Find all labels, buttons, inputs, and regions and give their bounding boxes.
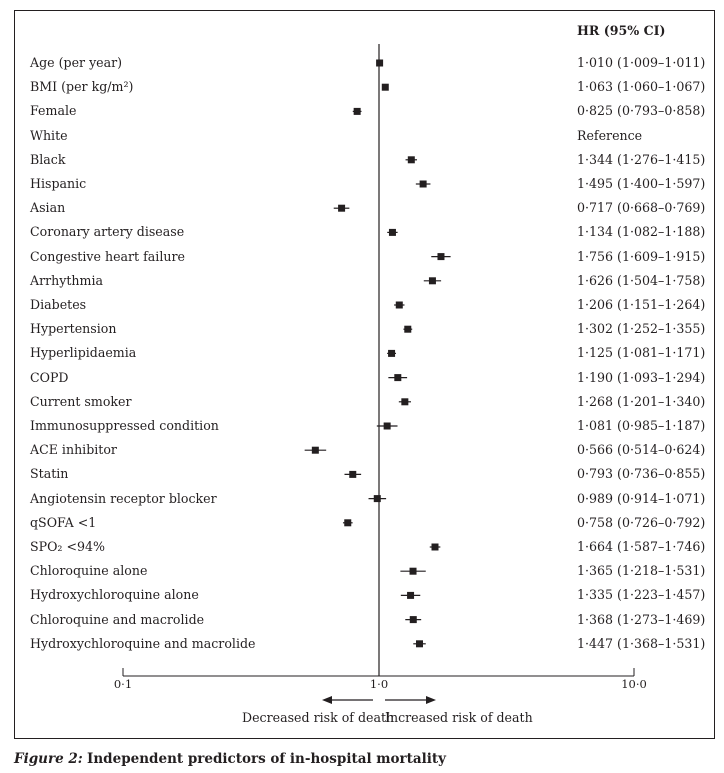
hr-point bbox=[419, 180, 427, 188]
hr-point bbox=[428, 277, 436, 285]
row-hr-text: 1·365 (1·218–1·531) bbox=[577, 563, 706, 579]
row-label: Chloroquine and macrolide bbox=[30, 611, 205, 627]
row-label: Arrhythmia bbox=[30, 272, 104, 288]
row-hr-text: 1·335 (1·223–1·457) bbox=[577, 587, 706, 603]
x-tick-label: 0·1 bbox=[113, 677, 133, 691]
hr-point bbox=[353, 107, 361, 115]
row-label: Hydroxychloroquine alone bbox=[30, 587, 199, 603]
left-arrowhead bbox=[322, 696, 332, 704]
row-label: BMI (per kg/m²) bbox=[30, 79, 134, 95]
row-hr-text: 0·758 (0·726–0·792) bbox=[577, 514, 706, 530]
figure-frame bbox=[14, 10, 715, 739]
hr-point bbox=[376, 59, 384, 67]
row-hr-text: 0·825 (0·793–0·858) bbox=[577, 103, 706, 119]
row-hr-text: 1·010 (1·009–1·011) bbox=[577, 55, 706, 70]
row-hr-text: 1·302 (1·252–1·355) bbox=[577, 321, 706, 337]
row-hr-text: 1·134 (1·082–1·188) bbox=[577, 224, 706, 240]
row-label: Statin bbox=[30, 466, 69, 482]
decreased-risk-label: Decreased risk of death bbox=[242, 710, 395, 725]
row-hr-text: 1·664 (1·587–1·746) bbox=[577, 539, 706, 554]
row-hr-text: 1·268 (1·201–1·340) bbox=[577, 393, 706, 409]
hr-point bbox=[373, 495, 381, 503]
row-hr-text: 1·626 (1·504–1·758) bbox=[577, 272, 706, 288]
row-label: Hyperlipidaemia bbox=[30, 345, 137, 361]
row-label: Coronary artery disease bbox=[30, 224, 185, 240]
hr-point bbox=[404, 325, 412, 333]
row-hr-text: 1·206 (1·151–1·264) bbox=[577, 297, 706, 312]
row-label: COPD bbox=[30, 369, 69, 385]
hr-point bbox=[409, 567, 417, 575]
hr-point bbox=[407, 156, 415, 164]
hr-point bbox=[388, 349, 396, 357]
hr-point bbox=[415, 640, 423, 648]
row-hr-text: 1·344 (1·276–1·415) bbox=[577, 151, 706, 167]
row-hr-text: 1·081 (0·985–1·187) bbox=[577, 418, 706, 433]
row-label: Asian bbox=[30, 200, 66, 216]
row-label: qSOFA <1 bbox=[30, 514, 97, 530]
hr-point bbox=[401, 398, 409, 406]
hr-column-header: HR (95% CI) bbox=[577, 23, 666, 38]
row-hr-text: 0·793 (0·736–0·855) bbox=[577, 466, 706, 482]
row-hr-text: 1·190 (1·093–1·294) bbox=[577, 369, 706, 385]
hr-point bbox=[338, 204, 346, 212]
row-label: White bbox=[30, 127, 68, 143]
figure-caption: Figure 2: Independent predictors of in-h… bbox=[14, 751, 446, 767]
right-arrowhead bbox=[426, 696, 436, 704]
hr-point bbox=[349, 470, 357, 478]
hr-point bbox=[407, 591, 415, 599]
row-label: Diabetes bbox=[30, 297, 87, 312]
row-label: Congestive heart failure bbox=[30, 248, 185, 264]
hr-point bbox=[388, 228, 396, 236]
row-label: ACE inhibitor bbox=[30, 442, 117, 458]
row-label: SPO₂ <94% bbox=[30, 539, 106, 554]
hr-point bbox=[383, 422, 391, 430]
row-label: Hispanic bbox=[30, 176, 87, 191]
row-label: Hydroxychloroquine and macrolide bbox=[30, 635, 256, 651]
hr-point bbox=[437, 253, 445, 261]
row-hr-text: 1·063 (1·060–1·067) bbox=[577, 79, 706, 95]
row-hr-text: 1·447 (1·368–1·531) bbox=[577, 635, 706, 651]
increased-risk-label: Increased risk of death bbox=[385, 710, 533, 725]
row-hr-text: 1·125 (1·081–1·171) bbox=[577, 345, 706, 361]
hr-point bbox=[311, 446, 319, 454]
row-hr-text: 1·368 (1·273–1·469) bbox=[577, 611, 706, 627]
row-label: Age (per year) bbox=[30, 55, 123, 70]
row-label: Current smoker bbox=[30, 393, 132, 409]
row-label: Black bbox=[30, 151, 66, 167]
row-label: Hypertension bbox=[30, 321, 117, 337]
row-label: Female bbox=[30, 103, 77, 119]
row-hr-text: 1·495 (1·400–1·597) bbox=[577, 176, 706, 191]
row-hr-text: 0·989 (0·914–1·071) bbox=[577, 490, 706, 506]
hr-point bbox=[395, 301, 403, 309]
row-hr-text: 0·566 (0·514–0·624) bbox=[577, 442, 706, 458]
figure-label: Figure 2: bbox=[14, 751, 83, 767]
x-tick-label: 10·0 bbox=[621, 677, 647, 691]
row-hr-text: Reference bbox=[577, 127, 643, 143]
hr-point bbox=[394, 374, 402, 382]
hr-point bbox=[381, 83, 389, 91]
row-label: Angiotensin receptor blocker bbox=[30, 490, 217, 506]
figure-title: Independent predictors of in-hospital mo… bbox=[87, 751, 446, 767]
row-hr-text: 0·717 (0·668–0·769) bbox=[577, 200, 706, 216]
hr-point bbox=[344, 519, 352, 527]
hr-point bbox=[431, 543, 439, 551]
hr-point bbox=[409, 616, 417, 624]
row-label: Chloroquine alone bbox=[30, 563, 148, 579]
x-tick-label: 1·0 bbox=[369, 677, 389, 691]
row-label: Immunosuppressed condition bbox=[30, 418, 219, 433]
row-hr-text: 1·756 (1·609–1·915) bbox=[577, 248, 706, 264]
